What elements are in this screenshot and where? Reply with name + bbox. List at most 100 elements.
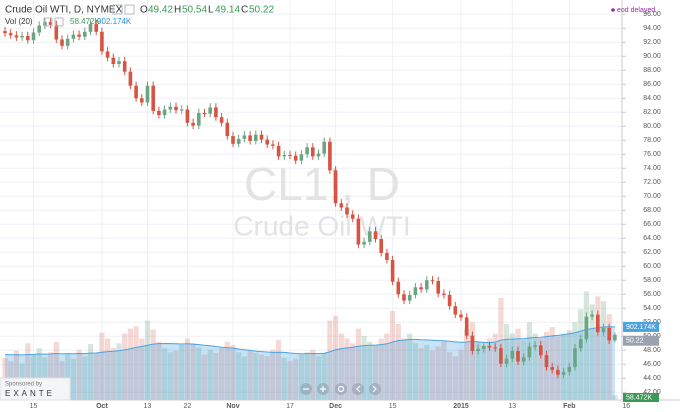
volume-bar [230,344,236,400]
candle-body [413,287,418,295]
volume-ma-area [5,326,615,400]
hide-icon[interactable] [124,4,135,15]
volume-bar [133,326,139,400]
volume-bar [99,332,105,400]
candle-body [157,110,161,116]
sponsor-label: Sponsored by [5,382,42,388]
volume-bar [173,350,179,400]
y-tick-label: 96.00 [643,11,661,18]
volume-bar [418,348,424,400]
volume-bar [492,333,498,400]
volume-bar [304,352,310,400]
candle-body [197,113,201,126]
y-tick-label: 72.00 [643,179,661,186]
sponsor-name[interactable]: EXANTE [5,389,55,398]
volume-settings-icon[interactable] [43,17,53,27]
volume-bar [264,356,270,400]
icon [337,385,345,393]
candle-body [259,134,264,140]
candle-body [328,141,332,171]
volume-bar [201,354,208,400]
candle-body [248,135,252,141]
candle-body [140,98,144,103]
candle-body [578,339,583,349]
candle-body [385,253,389,260]
y-tick-label: 60.00 [643,263,661,270]
time-axis-labels: 15 Oct 13 22 Nov 17 Dec 15 2015 13 Feb 16 [30,403,631,410]
y-tick-label: 64.00 [643,235,661,242]
volume-bar [127,328,133,400]
volume-bar [578,309,584,400]
watermark-name: Crude Oil WTI [233,210,410,241]
candle-body [236,138,241,144]
volume-bar [561,333,567,400]
volume-bar [224,341,230,400]
x-tick-label: 22 [184,403,192,410]
volume-bar [333,315,339,400]
candle-body [419,287,423,290]
volume-bar [247,350,253,400]
x-tick-label: 15 [389,403,397,410]
volume-legend: Vol (20) [5,17,33,26]
volume-bar [110,348,116,400]
y-tick-label: 68.00 [643,207,661,214]
volume-bar [213,353,219,400]
volume-bar [122,333,128,400]
candle-body [590,314,594,317]
candle-body [476,348,480,351]
candle-body [191,122,195,126]
x-tick-label: Nov [226,403,239,410]
volume-value: 58.472K [70,17,100,26]
volume-bar [65,354,71,400]
y-tick-label: 44.00 [643,375,661,382]
volume-bar [344,338,350,400]
candle-body [225,122,230,137]
volume-bar [190,343,196,400]
candle-body [14,35,19,38]
volume-bar [384,333,390,400]
volume-hide-icon[interactable] [54,17,64,27]
volume-bar [390,310,396,400]
volume-bar [538,338,544,400]
candle-body [607,327,611,341]
candle-body [544,355,549,368]
volume-bar [469,322,475,400]
y-tick-label: 54.00 [643,305,661,312]
nav-icons [303,385,377,393]
candle-body [202,113,207,114]
candle-body [311,147,315,157]
candle-body [168,106,173,110]
volume-bar [435,346,441,400]
x-tick-label: 17 [286,403,294,410]
candle-body [31,32,36,41]
reset-button[interactable] [335,383,347,395]
volume-bar [412,343,418,400]
volume-bar [464,328,470,400]
sponsor-box[interactable] [0,377,71,401]
volume-bar [452,356,458,400]
last-price-badge: 50.22 [626,338,644,345]
settings-icon[interactable] [112,4,123,15]
candle-body [231,136,235,144]
scroll-right-button[interactable] [369,383,381,395]
candle-body [265,139,269,145]
candle-body [499,348,503,364]
candle-body [430,280,435,282]
volume-bar [13,350,19,400]
scroll-left-button[interactable] [352,383,364,395]
volume-bar [509,333,515,400]
y-tick-label: 76.00 [643,151,661,158]
candle-body [242,135,247,139]
candle-body [521,357,526,362]
volume-bar [167,352,173,400]
volume-bar [179,344,185,400]
volume-bar [595,296,601,400]
candle-body [174,106,178,111]
volume-bar [429,350,436,400]
volume-bar [441,341,447,400]
volume-bar [48,352,54,400]
volume-bar [583,291,589,400]
status: eod delayed [617,7,655,14]
candle-body [464,317,469,336]
